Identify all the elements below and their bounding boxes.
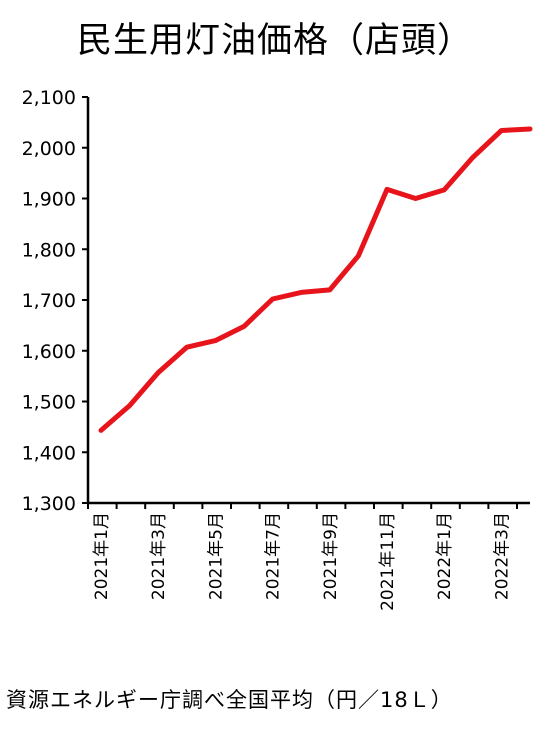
- x-tick-label: 2022年1月: [435, 512, 455, 600]
- y-tick-label: 2,100: [22, 87, 76, 109]
- y-tick-label: 1,800: [22, 239, 76, 261]
- y-tick-label: 1,700: [22, 290, 76, 312]
- series-line: [98, 126, 533, 433]
- x-tick-label: 2021年11月: [378, 512, 398, 611]
- y-tick-label: 1,600: [22, 341, 76, 363]
- x-tick-label: 2021年7月: [264, 512, 284, 600]
- y-tick-label: 1,500: [22, 392, 76, 414]
- x-tick-label: 2021年5月: [206, 512, 226, 600]
- x-tick-label: 2021年9月: [321, 512, 341, 600]
- chart-title: 民生用灯油価格（店頭）: [76, 21, 473, 61]
- x-tick-label: 2021年3月: [149, 512, 169, 600]
- y-tick-label: 1,400: [22, 442, 76, 464]
- y-tick-label: 1,300: [22, 493, 76, 515]
- x-tick-label: 2022年3月: [492, 512, 512, 600]
- x-tick-label: 2021年1月: [92, 512, 112, 600]
- source-note: 資源エネルギー庁調べ全国平均（円／18Ｌ）: [6, 688, 453, 712]
- y-tick-label: 1,900: [22, 189, 76, 211]
- y-tick-label: 2,000: [22, 138, 76, 160]
